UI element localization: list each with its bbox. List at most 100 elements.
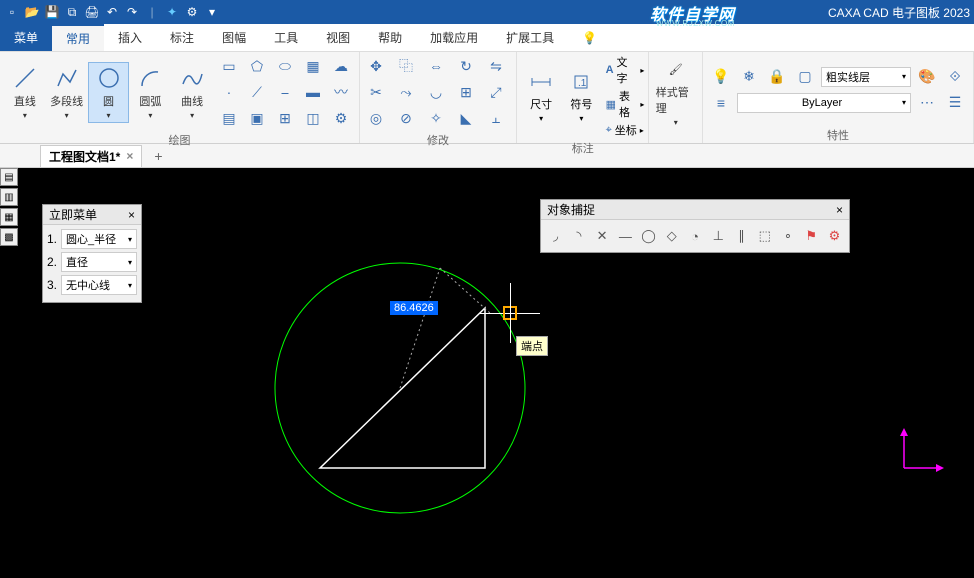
move-icon[interactable]: ✥ [364,54,388,78]
qat-redo-icon[interactable]: ↷ [124,4,140,20]
snap-node-icon[interactable]: ∘ [779,226,796,246]
close-icon[interactable]: × [836,203,843,217]
qat-gear-icon[interactable]: ⚙ [184,4,200,20]
snap-midpoint-icon[interactable]: ◝ [570,226,587,246]
linetype-icon[interactable]: ⋯ [915,91,939,115]
layer-lock-icon[interactable]: 🔒 [765,65,789,89]
snap-insert-icon[interactable]: ⬚ [756,226,773,246]
snap-parallel-icon[interactable]: ∥ [733,226,750,246]
text-button[interactable]: A文字▸ [606,54,645,86]
object-snap-header[interactable]: 对象捕捉 × [541,200,849,220]
line-button[interactable]: 直线▾ [4,63,46,122]
copy-icon[interactable]: ⿻ [394,54,418,78]
immediate-dropdown-2[interactable]: 直径▾ [61,252,137,272]
sidebar-sheet-icon[interactable]: ▦ [0,208,18,226]
rotate-icon[interactable]: ↻ [454,54,478,78]
snap-intersection-icon[interactable]: ✕ [593,226,610,246]
props-dialog-icon[interactable]: ☰ [943,91,967,115]
menu-tab-addins[interactable]: 加载应用 [416,24,492,51]
menu-tab-view[interactable]: 视图 [312,24,364,51]
qat-dropdown-icon[interactable]: ▾ [204,4,220,20]
immediate-dropdown-1[interactable]: 圆心_半径▾ [61,229,137,249]
immediate-dropdown-3[interactable]: 无中心线▾ [61,275,137,295]
qat-new-icon[interactable]: ▫ [4,4,20,20]
break-icon[interactable]: ⊘ [394,106,418,130]
close-icon[interactable]: × [126,149,133,163]
qat-saveall-icon[interactable]: ⧉ [64,4,80,20]
explode-icon[interactable]: ✧ [424,106,448,130]
lineweight-icon[interactable]: ≡ [709,91,733,115]
color-wheel-icon[interactable]: 🎨 [915,65,939,89]
polygon-icon[interactable]: ⬠ [245,54,269,78]
point-icon[interactable]: · [217,80,241,104]
hatch-icon[interactable]: ▦ [301,54,325,78]
xline-icon[interactable]: ⎯ [273,80,297,104]
layer-color-icon[interactable]: ▢ [793,65,817,89]
array-icon[interactable]: ⊞ [454,80,478,104]
boundary-icon[interactable]: ◫ [301,106,325,130]
linetype-select[interactable]: 粗实线层▾ [821,67,911,87]
qat-print-icon[interactable]: 🖨 [84,4,100,20]
menu-lightbulb-icon[interactable]: 💡 [568,24,611,51]
extend-icon[interactable]: ⤳ [394,80,418,104]
symbol-button[interactable]: .1 符号▾ [561,70,601,123]
qat-save-icon[interactable]: 💾 [44,4,60,20]
trim-icon[interactable]: ✂ [364,80,388,104]
menu-tab-tools[interactable]: 工具 [260,24,312,51]
style-manager-button[interactable]: 🖌 样式管理▾ [654,54,698,129]
sidebar-lib-icon[interactable]: ▩ [0,228,18,246]
ellipse-icon[interactable]: ⬭ [273,54,297,78]
align-icon[interactable]: ⫠ [484,106,508,130]
snap-endpoint-icon[interactable]: ◞ [547,226,564,246]
immediate-menu-panel[interactable]: 立即菜单 × 1. 圆心_半径▾ 2. 直径▾ 3. 无中心线▾ [42,204,142,303]
coord-button[interactable]: ⌖坐标▸ [606,122,645,138]
fill-icon[interactable]: ▤ [217,106,241,130]
fillet-icon[interactable]: ◡ [424,80,448,104]
region-icon[interactable]: ▬ [301,80,325,104]
qat-undo-icon[interactable]: ↶ [104,4,120,20]
arc-button[interactable]: 圆弧▾ [129,63,171,122]
spline-button[interactable]: 曲线▾ [171,63,213,122]
menu-tab-sheet[interactable]: 图幅 [208,24,260,51]
scale-icon[interactable]: ⤢ [484,80,508,104]
menu-tab-insert[interactable]: 插入 [104,24,156,51]
snap-quadrant-icon[interactable]: ◇ [663,226,680,246]
menu-tab-help[interactable]: 帮助 [364,24,416,51]
rect-icon[interactable]: ▭ [217,54,241,78]
stretch-icon[interactable]: ⇔ [424,54,448,78]
qat-open-icon[interactable]: 📂 [24,4,40,20]
menu-tab-ext[interactable]: 扩展工具 [492,24,568,51]
wave-icon[interactable]: 〰 [329,80,353,104]
menu-file[interactable]: 菜单 [0,24,52,51]
sidebar-model-icon[interactable]: ▤ [0,168,18,186]
snap-tangent-icon[interactable]: ◔ [686,226,703,246]
polyline-button[interactable]: 多段线▾ [46,63,88,122]
gear-shape-icon[interactable]: ⚙ [329,106,353,130]
immediate-menu-header[interactable]: 立即菜单 × [43,205,141,225]
dimension-button[interactable]: 尺寸▾ [521,70,561,123]
add-tab-button[interactable]: + [148,148,168,164]
insert-icon[interactable]: ⊞ [273,106,297,130]
object-snap-panel[interactable]: 对象捕捉 × ◞ ◝ ✕ — ◯ ◇ ◔ ⊥ ∥ ⬚ ∘ ⚑ ⚙ [540,199,850,253]
menu-tab-common[interactable]: 常用 [52,24,104,51]
layer-bulb-icon[interactable]: 💡 [709,65,733,89]
mirror-icon[interactable]: ⇋ [484,54,508,78]
circle-button[interactable]: 圆▾ [88,62,130,123]
snap-nearest-icon[interactable]: ⚑ [803,226,820,246]
close-icon[interactable]: × [128,208,135,222]
sidebar-layout-icon[interactable]: ▥ [0,188,18,206]
layer-freeze-icon[interactable]: ❄ [737,65,761,89]
snap-extension-icon[interactable]: — [617,226,634,246]
chamfer-icon[interactable]: ◣ [454,106,478,130]
qat-app-icon[interactable]: ✦ [164,4,180,20]
ray-icon[interactable]: ⟋ [245,80,269,104]
snap-settings-icon[interactable]: ⚙ [826,226,843,246]
layer-select[interactable]: ByLayer▾ [737,93,911,113]
snap-perpendicular-icon[interactable]: ⊥ [710,226,727,246]
menu-tab-annotate[interactable]: 标注 [156,24,208,51]
cloud-icon[interactable]: ☁ [329,54,353,78]
document-tab[interactable]: 工程图文档1* × [40,145,142,167]
block-icon[interactable]: ▣ [245,106,269,130]
snap-center-icon[interactable]: ◯ [640,226,657,246]
table-button[interactable]: ▦表格▸ [606,88,645,120]
